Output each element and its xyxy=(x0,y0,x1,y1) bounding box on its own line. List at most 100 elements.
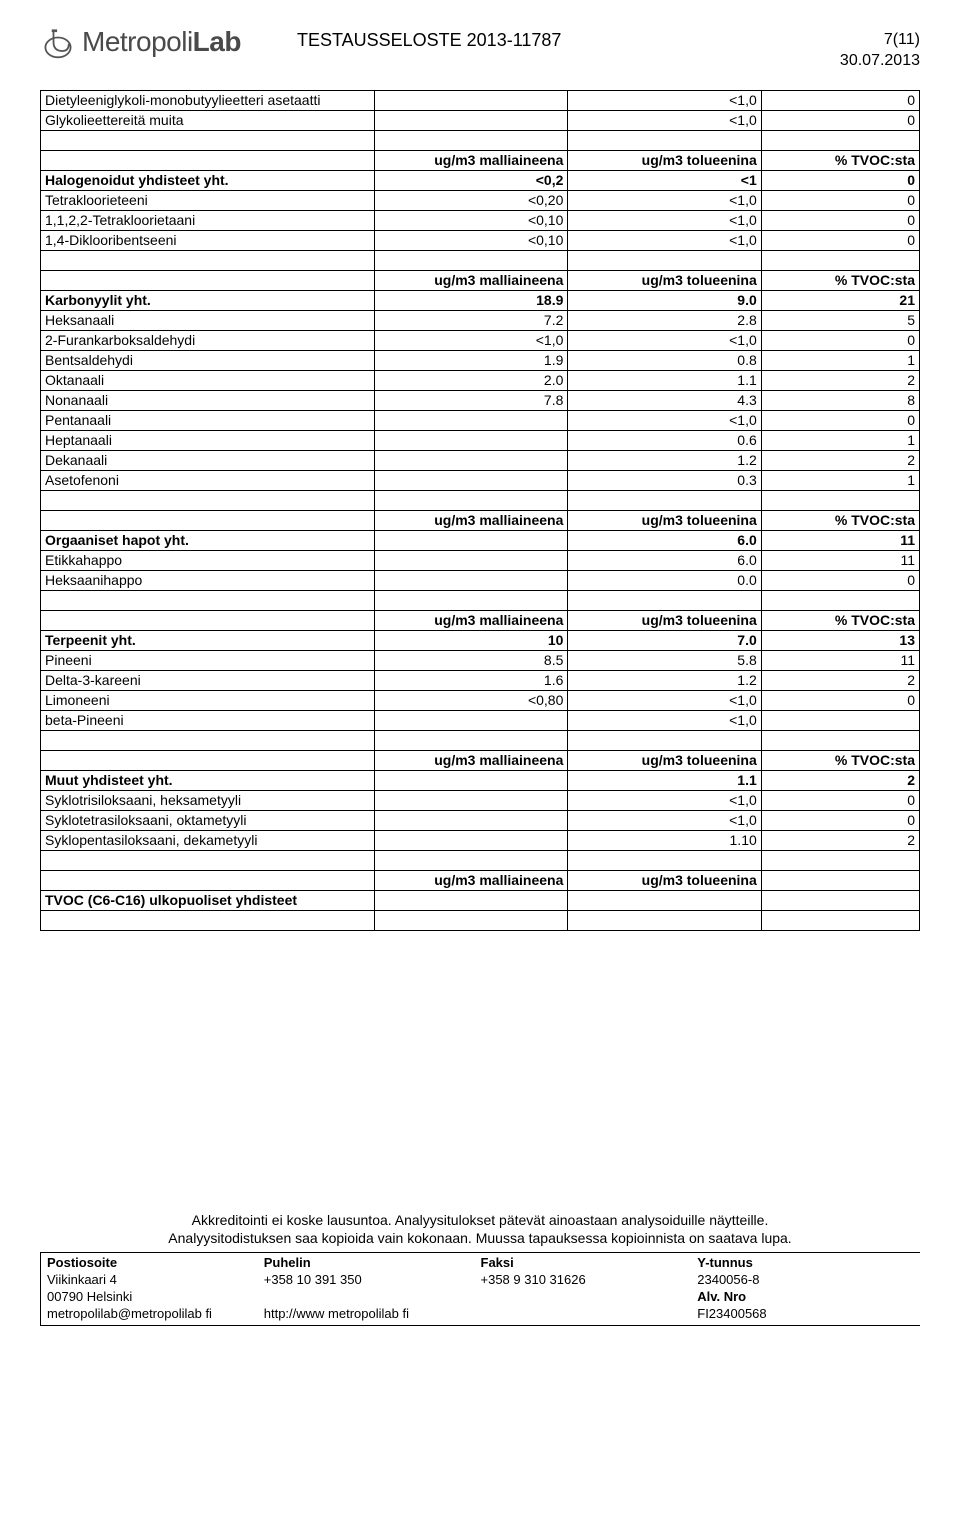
table-row: Syklopentasiloksaani, dekametyyli1.102 xyxy=(41,830,920,850)
footer-col-fax: Faksi +358 9 310 31626 xyxy=(481,1255,698,1323)
table-row: Tetrakloorieteeni<0,20<1,00 xyxy=(41,190,920,210)
footer-contact: Postiosoite Viikinkaari 4 00790 Helsinki… xyxy=(40,1252,920,1326)
terpeenit-section: ug/m3 malliaineena ug/m3 tolueenina % TV… xyxy=(41,610,920,750)
table-row: 2-Furankarboksaldehydi<1,0<1,00 xyxy=(41,330,920,350)
page-number-block: 7(11) 30.07.2013 xyxy=(830,24,920,72)
table-row: beta-Pineeni<1,0 xyxy=(41,710,920,730)
section-title-row: Terpeenit yht. 10 7.0 13 xyxy=(41,630,920,650)
section-title: Muut yhdisteet yht. xyxy=(41,770,375,790)
table-row: Oktanaali2.01.12 xyxy=(41,370,920,390)
section-header-row: ug/m3 malliaineena ug/m3 tolueenina % TV… xyxy=(41,510,920,530)
section-title-row: Muut yhdisteet yht. 1.1 2 xyxy=(41,770,920,790)
section-title-row: Halogenoidut yhdisteet yht. <0,2 <1 0 xyxy=(41,170,920,190)
col-header: ug/m3 malliaineena xyxy=(375,150,568,170)
hapot-section: ug/m3 malliaineena ug/m3 tolueenina % TV… xyxy=(41,510,920,610)
empty-row xyxy=(41,910,920,930)
brand-part2: Lab xyxy=(193,26,241,57)
footer-value: FI23400568 xyxy=(697,1306,914,1323)
doc-title: TESTAUSSELOSTE 2013-11787 xyxy=(297,30,561,50)
footer-heading: Postiosoite xyxy=(47,1255,264,1272)
halogen-section: ug/m3 malliaineena ug/m3 tolueenina % TV… xyxy=(41,150,920,270)
footer-line: Akkreditointi ei koske lausuntoa. Analyy… xyxy=(50,1211,910,1230)
brand-part1: Metropoli xyxy=(82,26,193,57)
table-row: Pineeni8.55.811 xyxy=(41,650,920,670)
cell: 0 xyxy=(761,90,919,110)
table-row: Etikkahappo6.011 xyxy=(41,550,920,570)
karbonyylit-section: ug/m3 malliaineena ug/m3 tolueenina % TV… xyxy=(41,270,920,510)
page-header: MetropoliLab TESTAUSSELOSTE 2013-11787 7… xyxy=(40,24,920,72)
empty-row xyxy=(41,850,920,870)
table-row: Heksaanihappo0.00 xyxy=(41,570,920,590)
footer-value: 00790 Helsinki xyxy=(47,1289,264,1306)
empty-row xyxy=(41,730,920,750)
footer-value: http://www metropolilab fi xyxy=(264,1306,481,1323)
section-title-row: TVOC (C6-C16) ulkopuoliset yhdisteet xyxy=(41,890,920,910)
col-header: ug/m3 tolueenina xyxy=(568,270,761,290)
table-row: Pentanaali<1,00 xyxy=(41,410,920,430)
cell: <0,2 xyxy=(375,170,568,190)
cell: <1,0 xyxy=(568,110,761,130)
footer-value: +358 10 391 350 xyxy=(264,1272,481,1289)
section-title: Halogenoidut yhdisteet yht. xyxy=(41,170,375,190)
footer-line: Analyysitodistuksen saa kopioida vain ko… xyxy=(50,1229,910,1248)
table-row: Bentsaldehydi1.90.81 xyxy=(41,350,920,370)
section-title: Orgaaniset hapot yht. xyxy=(41,530,375,550)
empty-row xyxy=(41,490,920,510)
cell: <1,0 xyxy=(568,90,761,110)
cell xyxy=(375,110,568,130)
table-row: Asetofenoni0.31 xyxy=(41,470,920,490)
table-row: 1,1,2,2-Tetraklоorietaani<0,10<1,00 xyxy=(41,210,920,230)
empty-row xyxy=(41,250,920,270)
col-header: % TVOC:sta xyxy=(761,270,919,290)
footer-heading: Puhelin xyxy=(264,1255,481,1272)
cell: 0 xyxy=(761,170,919,190)
doc-title-block: TESTAUSSELOSTE 2013-11787 xyxy=(261,24,830,51)
table-row: Nonanaali7.84.38 xyxy=(41,390,920,410)
table-row: Syklotrisiloksaani, heksametyyli<1,00 xyxy=(41,790,920,810)
footer-value: +358 9 310 31626 xyxy=(481,1272,698,1289)
table-row: Heptanaali0.61 xyxy=(41,430,920,450)
footer-heading: Y-tunnus xyxy=(697,1255,914,1272)
footer-col-phone: Puhelin +358 10 391 350 http://www metro… xyxy=(264,1255,481,1323)
col-header: ug/m3 malliaineena xyxy=(375,270,568,290)
col-header: % TVOC:sta xyxy=(761,150,919,170)
footer-col-address: Postiosoite Viikinkaari 4 00790 Helsinki… xyxy=(47,1255,264,1323)
section-title-row: Orgaaniset hapot yht. 6.0 11 xyxy=(41,530,920,550)
empty-row xyxy=(41,590,920,610)
footer-col-vat: Y-tunnus 2340056-8 Alv. Nro FI23400568 xyxy=(697,1255,914,1323)
section-header-row: ug/m3 malliaineena ug/m3 tolueenina % TV… xyxy=(41,610,920,630)
section-header-row: ug/m3 malliaineena ug/m3 tolueenina % TV… xyxy=(41,150,920,170)
table-row: Dekanaali1.22 xyxy=(41,450,920,470)
cell: <1 xyxy=(568,170,761,190)
footer-value: Viikinkaari 4 xyxy=(47,1272,264,1289)
table-row: Delta-3-kareeni1.61.22 xyxy=(41,670,920,690)
cell: 0 xyxy=(761,110,919,130)
flask-icon xyxy=(40,24,76,60)
footer-heading: Alv. Nro xyxy=(697,1289,914,1306)
section-header-row: ug/m3 malliaineena ug/m3 tolueenina xyxy=(41,870,920,890)
cell: Glykolieettereitä muita xyxy=(41,110,375,130)
cell xyxy=(375,90,568,110)
table-row: Heksanaali7.22.85 xyxy=(41,310,920,330)
section-title: TVOC (C6-C16) ulkopuoliset yhdisteet xyxy=(41,890,375,910)
section-title: Terpeenit yht. xyxy=(41,630,375,650)
table-row: 1,4-Diklooribentseeni<0,10<1,00 xyxy=(41,230,920,250)
section-header-row: ug/m3 malliaineena ug/m3 tolueenina % TV… xyxy=(41,750,920,770)
section-title: Karbonyylit yht. xyxy=(41,290,375,310)
table-row: Syklotetrasiloksaani, oktametyyli<1,00 xyxy=(41,810,920,830)
footer-value: metropolilab@metropolilab fi xyxy=(47,1306,264,1323)
footer-value: 2340056-8 xyxy=(697,1272,914,1289)
intro-section: Dietyleeniglykoli-monobutyylieetteri ase… xyxy=(41,90,920,150)
muut-section: ug/m3 malliaineena ug/m3 tolueenina % TV… xyxy=(41,750,920,870)
footer-disclaimer: Akkreditointi ei koske lausuntoa. Analyy… xyxy=(40,1211,920,1253)
page-number: 7(11) xyxy=(830,30,920,51)
brand-text: MetropoliLab xyxy=(82,26,241,58)
table-row: Limoneeni<0,80<1,00 xyxy=(41,690,920,710)
col-header: ug/m3 tolueenina xyxy=(568,150,761,170)
tvoc-out-section: ug/m3 malliaineena ug/m3 tolueenina TVOC… xyxy=(41,870,920,930)
doc-date: 30.07.2013 xyxy=(830,51,920,72)
empty-row xyxy=(41,130,920,150)
table-row: Dietyleeniglykoli-monobutyylieetteri ase… xyxy=(41,90,920,110)
section-title-row: Karbonyylit yht. 18.9 9.0 21 xyxy=(41,290,920,310)
footer-heading: Faksi xyxy=(481,1255,698,1272)
